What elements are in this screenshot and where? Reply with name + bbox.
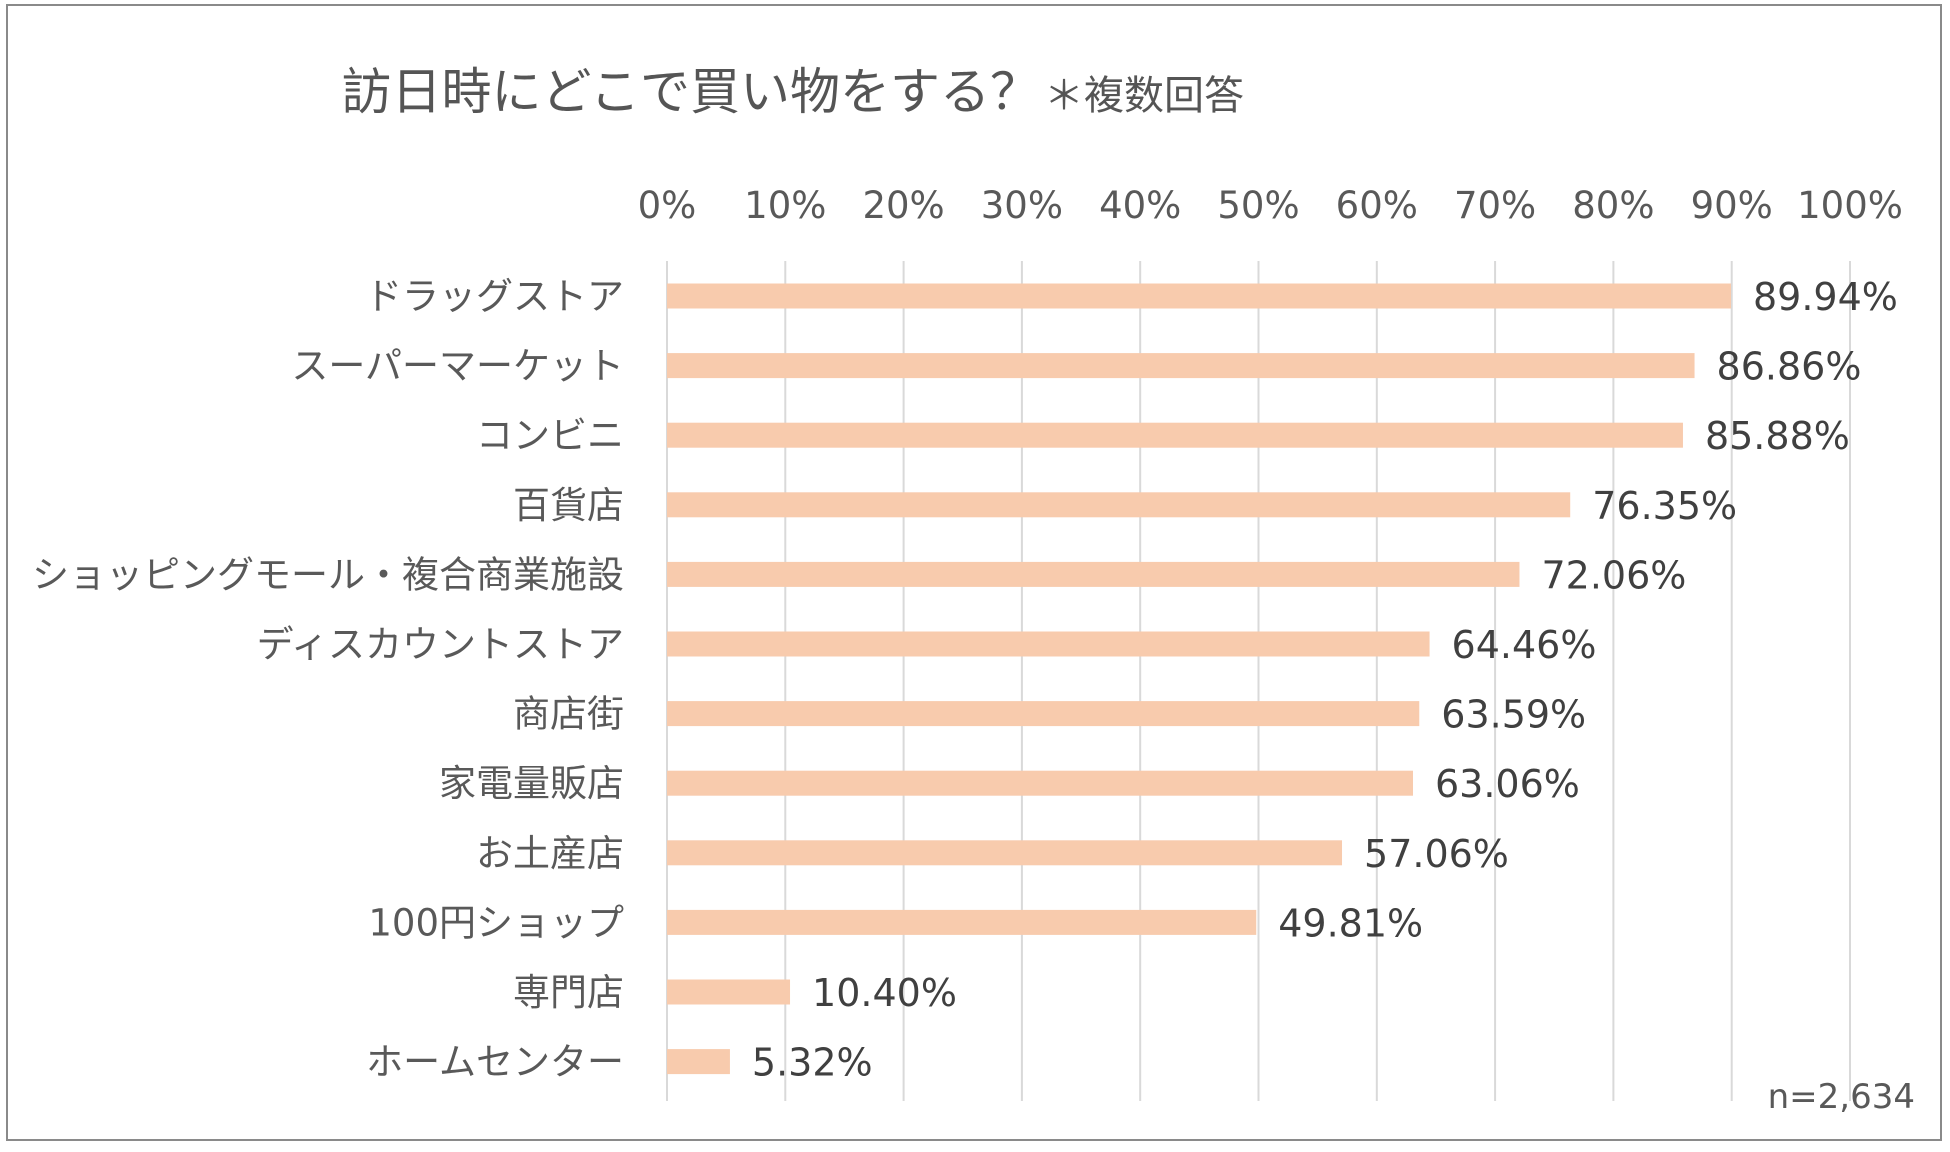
- category-label: ドラッグストア: [365, 275, 624, 318]
- x-tick-label: 10%: [744, 184, 826, 227]
- x-tick-label: 40%: [1099, 184, 1181, 227]
- category-label: コンビニ: [476, 414, 624, 457]
- category-label: 家電量販店: [439, 762, 624, 805]
- data-label: 63.59%: [1441, 693, 1586, 737]
- x-tick-label: 100%: [1797, 184, 1903, 227]
- x-tick-label: 20%: [862, 184, 944, 227]
- bar: [667, 631, 1430, 657]
- data-label: 85.88%: [1705, 414, 1850, 458]
- sample-size-note: n=2,634: [1768, 1077, 1915, 1117]
- data-label: 49.81%: [1278, 901, 1423, 945]
- category-label: 百貨店: [513, 484, 624, 527]
- bar: [667, 353, 1695, 379]
- data-label: 57.06%: [1364, 832, 1509, 876]
- x-axis-ticks: 0% 10% 20% 30% 40% 50% 60% 70% 80% 90% 100%: [638, 184, 1903, 227]
- chart-title: 訪日時にどこで買い物をする？: [342, 63, 1041, 121]
- x-tick-label: 70%: [1454, 184, 1536, 227]
- data-label: 63.06%: [1435, 762, 1580, 806]
- category-label: ディスカウントストア: [257, 623, 624, 666]
- bars: [667, 283, 1731, 1075]
- bar: [667, 561, 1520, 587]
- category-label: 100円ショップ: [368, 901, 624, 944]
- x-tick-label: 0%: [638, 184, 697, 227]
- category-label: 商店街: [513, 693, 624, 736]
- data-label: 64.46%: [1452, 623, 1597, 667]
- x-tick-label: 60%: [1336, 184, 1418, 227]
- bar: [667, 979, 791, 1005]
- data-label: 89.94%: [1753, 275, 1898, 319]
- x-tick-label: 90%: [1691, 184, 1773, 227]
- chart-canvas: 訪日時にどこで買い物をする？ ＊複数回答 0% 10% 20% 30% 40% 50% 60…: [32, 63, 1915, 1117]
- category-label: ホームセンター: [366, 1041, 624, 1084]
- value-labels: 89.94% 86.86% 85.88% 76.35% 72.06% 64.46% 63.5…: [752, 275, 1898, 1085]
- category-labels: ドラッグストアスーパーマーケットコンビニ百貨店ショッピングモール・複合商業施設デ…: [32, 275, 624, 1084]
- data-label: 76.35%: [1592, 484, 1737, 528]
- data-label: 72.06%: [1541, 553, 1686, 597]
- bar: [667, 840, 1343, 866]
- category-label: ショッピングモール・複合商業施設: [32, 553, 624, 596]
- x-tick-label: 80%: [1572, 184, 1654, 227]
- x-tick-label: 30%: [981, 184, 1063, 227]
- bar: [667, 422, 1683, 448]
- chart-frame: 訪日時にどこで買い物をする？ ＊複数回答 0% 10% 20% 30% 40% 50% 60…: [6, 4, 1942, 1141]
- chart-subtitle: ＊複数回答: [1044, 73, 1244, 119]
- data-label: 5.32%: [752, 1041, 873, 1085]
- category-label: スーパーマーケット: [291, 345, 624, 388]
- bar: [667, 909, 1257, 935]
- gridlines: [666, 261, 1851, 1101]
- bar: [667, 283, 1731, 309]
- data-label: 10.40%: [812, 971, 957, 1015]
- bar: [667, 1049, 730, 1075]
- category-label: お土産店: [476, 832, 624, 875]
- bar: [667, 770, 1413, 796]
- data-label: 86.86%: [1717, 345, 1862, 389]
- category-label: 専門店: [513, 971, 624, 1014]
- bar: [667, 492, 1571, 518]
- bar: [667, 701, 1420, 727]
- x-tick-label: 50%: [1217, 184, 1299, 227]
